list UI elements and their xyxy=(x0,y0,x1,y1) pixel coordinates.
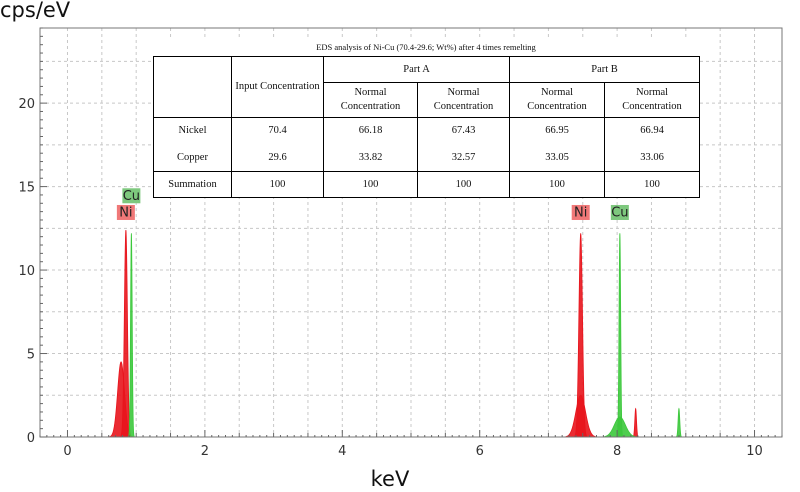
spectrum-peak-ni xyxy=(631,407,640,438)
x-tick-label: 0 xyxy=(63,444,71,459)
x-tick-label: 10 xyxy=(746,444,763,459)
table-cell: 100 xyxy=(231,171,324,198)
spectrum-peak-cu xyxy=(675,407,683,438)
table-cell: 100 xyxy=(416,171,511,198)
row-label: Nickel xyxy=(153,117,232,145)
y-tick-label: 20 xyxy=(18,97,35,112)
table-row-summation: Summation 100 100 100 100 100 xyxy=(153,171,701,198)
peak-label: Ni xyxy=(574,205,587,220)
sub-header: Normal Concentration xyxy=(509,82,606,118)
spectrum-peaks xyxy=(106,229,683,438)
table-row-copper: Copper 29.6 33.82 32.57 33.05 33.06 xyxy=(153,144,701,172)
row-label: Summation xyxy=(153,171,232,198)
table-corner-cell xyxy=(153,56,232,118)
table-cell: 29.6 xyxy=(231,144,324,172)
peak-label: Cu xyxy=(123,189,140,204)
table-cell: 67.43 xyxy=(416,117,511,145)
y-tick-label: 5 xyxy=(27,348,35,363)
table-cell: 66.95 xyxy=(509,117,606,145)
input-concentration-header: Input Concentration xyxy=(231,56,324,118)
peak-label-box xyxy=(116,204,135,220)
table-cell: 33.82 xyxy=(323,144,418,172)
table-cell: 33.05 xyxy=(509,144,606,172)
spectrum-peak-ni xyxy=(561,394,601,438)
table-subheader-row: Normal Concentration Normal Concentratio… xyxy=(154,82,701,118)
table-cell: 100 xyxy=(604,171,701,198)
table-header-row: Input Concentration Part A Part B xyxy=(153,56,701,118)
peak-label-box xyxy=(122,188,141,204)
table-cell: 70.4 xyxy=(231,117,324,145)
x-tick-label: 2 xyxy=(201,444,209,459)
x-tick-label: 4 xyxy=(338,444,346,459)
y-tick-label: 15 xyxy=(18,181,35,196)
x-tick-label: 8 xyxy=(613,444,621,459)
eds-analysis-table: Input Concentration Part A Part B Normal… xyxy=(153,56,701,198)
y-tick-label: 10 xyxy=(18,264,35,279)
sub-header: Normal Concentration xyxy=(416,82,511,118)
table-row-nickel: Nickel 70.4 66.18 67.43 66.95 66.94 xyxy=(153,117,701,145)
row-label: Copper xyxy=(153,144,232,172)
table-title: EDS analysis of Ni-Cu (70.4-29.6; Wt%) a… xyxy=(316,42,536,52)
table-cell: 66.18 xyxy=(323,117,418,145)
peak-label: Cu xyxy=(611,205,628,220)
sub-header: Normal Concentration xyxy=(604,82,701,118)
part-b-header: Part B xyxy=(509,56,701,83)
y-axis-title: cps/eV xyxy=(0,0,71,22)
table-cell: 100 xyxy=(509,171,606,198)
eds-analysis-table-panel: EDS analysis of Ni-Cu (70.4-29.6; Wt%) a… xyxy=(153,39,701,198)
table-cell: 66.94 xyxy=(604,117,701,145)
peak-label-box xyxy=(610,204,629,220)
x-tick-label: 6 xyxy=(476,444,484,459)
table-cell: 33.06 xyxy=(604,144,701,172)
y-tick-label: 0 xyxy=(27,431,35,446)
table-cell: 100 xyxy=(323,171,418,198)
peak-label-box xyxy=(571,204,590,220)
sub-header: Normal Concentration xyxy=(323,82,418,118)
part-a-header: Part A xyxy=(322,56,511,83)
table-cell: 32.57 xyxy=(416,144,511,172)
peak-label: Ni xyxy=(119,205,132,220)
spectrum-peak-cu xyxy=(127,233,136,438)
x-axis-title: keV xyxy=(371,467,410,491)
